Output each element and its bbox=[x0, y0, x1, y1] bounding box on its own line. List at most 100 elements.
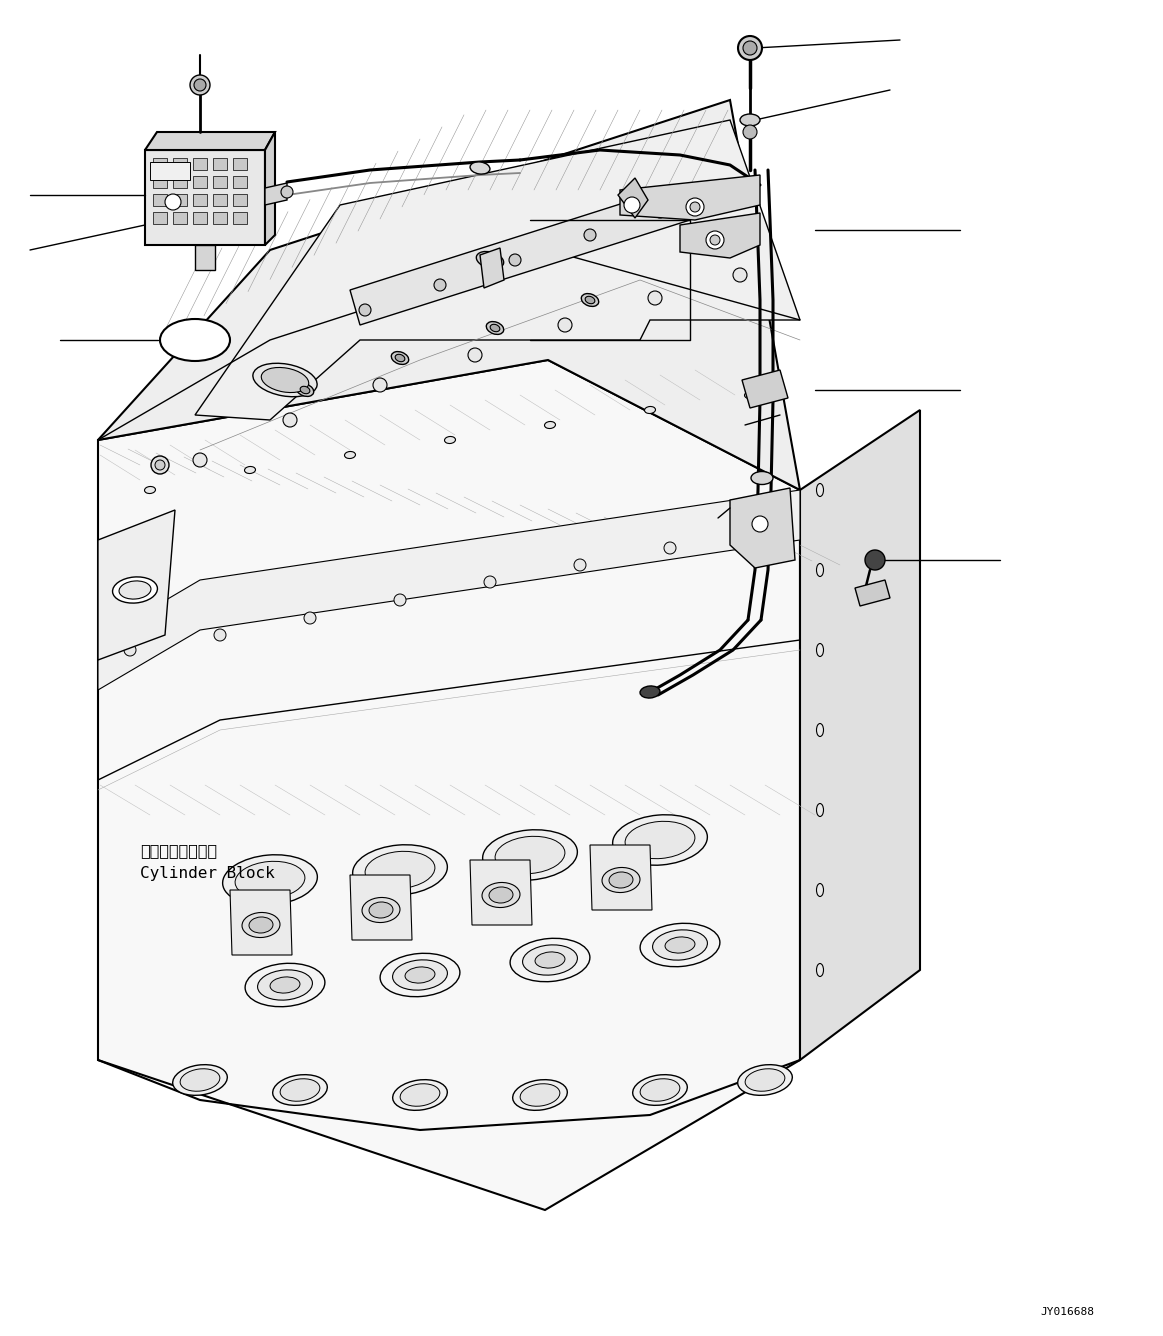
Ellipse shape bbox=[245, 963, 324, 1007]
Polygon shape bbox=[680, 212, 759, 258]
Polygon shape bbox=[213, 194, 227, 206]
Polygon shape bbox=[350, 184, 690, 325]
Ellipse shape bbox=[483, 830, 577, 880]
Polygon shape bbox=[193, 194, 207, 206]
Circle shape bbox=[434, 279, 445, 291]
Ellipse shape bbox=[470, 162, 490, 174]
Ellipse shape bbox=[486, 322, 504, 334]
Polygon shape bbox=[98, 100, 800, 490]
Ellipse shape bbox=[160, 319, 230, 361]
Ellipse shape bbox=[609, 872, 633, 888]
Ellipse shape bbox=[633, 1074, 687, 1105]
Ellipse shape bbox=[665, 937, 695, 953]
Polygon shape bbox=[233, 194, 247, 206]
Polygon shape bbox=[233, 176, 247, 188]
Ellipse shape bbox=[816, 963, 823, 977]
Polygon shape bbox=[350, 875, 412, 941]
Polygon shape bbox=[150, 162, 190, 180]
Ellipse shape bbox=[393, 959, 448, 990]
Polygon shape bbox=[620, 175, 759, 220]
Circle shape bbox=[575, 558, 586, 570]
Ellipse shape bbox=[393, 1079, 448, 1110]
Circle shape bbox=[754, 526, 766, 538]
Ellipse shape bbox=[262, 367, 308, 393]
Polygon shape bbox=[195, 244, 215, 270]
Ellipse shape bbox=[344, 452, 356, 458]
Polygon shape bbox=[742, 370, 789, 407]
Ellipse shape bbox=[745, 1069, 785, 1092]
Ellipse shape bbox=[244, 466, 256, 473]
Circle shape bbox=[558, 318, 572, 333]
Ellipse shape bbox=[816, 803, 823, 816]
Polygon shape bbox=[193, 176, 207, 188]
Circle shape bbox=[664, 542, 676, 554]
Polygon shape bbox=[230, 890, 292, 955]
Polygon shape bbox=[154, 158, 167, 170]
Ellipse shape bbox=[235, 862, 305, 899]
Circle shape bbox=[194, 79, 206, 91]
Ellipse shape bbox=[535, 953, 565, 969]
Polygon shape bbox=[98, 510, 174, 660]
Polygon shape bbox=[800, 410, 920, 1059]
Polygon shape bbox=[154, 176, 167, 188]
Polygon shape bbox=[470, 860, 531, 925]
Circle shape bbox=[394, 595, 406, 607]
Polygon shape bbox=[480, 248, 504, 289]
Ellipse shape bbox=[513, 1079, 568, 1110]
Ellipse shape bbox=[405, 967, 435, 983]
Ellipse shape bbox=[544, 421, 556, 429]
Text: シリンダブロック: シリンダブロック bbox=[140, 843, 217, 858]
Ellipse shape bbox=[644, 406, 656, 414]
Polygon shape bbox=[618, 178, 648, 218]
Polygon shape bbox=[265, 132, 274, 244]
Ellipse shape bbox=[391, 351, 408, 365]
Circle shape bbox=[733, 269, 747, 282]
Ellipse shape bbox=[380, 954, 459, 997]
Ellipse shape bbox=[816, 883, 823, 896]
Polygon shape bbox=[730, 488, 795, 568]
Ellipse shape bbox=[511, 938, 590, 982]
Ellipse shape bbox=[816, 484, 823, 497]
Polygon shape bbox=[173, 176, 187, 188]
Circle shape bbox=[743, 41, 757, 55]
Circle shape bbox=[124, 644, 136, 656]
Text: Cylinder Block: Cylinder Block bbox=[140, 866, 274, 880]
Ellipse shape bbox=[252, 363, 317, 397]
Polygon shape bbox=[154, 194, 167, 206]
Circle shape bbox=[706, 231, 725, 248]
Polygon shape bbox=[193, 158, 207, 170]
Circle shape bbox=[509, 254, 521, 266]
Ellipse shape bbox=[495, 836, 565, 874]
Ellipse shape bbox=[751, 472, 773, 485]
Ellipse shape bbox=[582, 294, 599, 306]
Ellipse shape bbox=[490, 325, 500, 331]
Ellipse shape bbox=[522, 945, 577, 975]
Circle shape bbox=[304, 612, 316, 624]
Polygon shape bbox=[213, 176, 227, 188]
Circle shape bbox=[283, 413, 297, 428]
Circle shape bbox=[165, 194, 181, 210]
Ellipse shape bbox=[737, 1065, 792, 1096]
Circle shape bbox=[151, 456, 169, 474]
Ellipse shape bbox=[744, 391, 756, 398]
Ellipse shape bbox=[444, 437, 456, 444]
Ellipse shape bbox=[640, 1078, 680, 1101]
Circle shape bbox=[468, 347, 481, 362]
Circle shape bbox=[739, 36, 762, 60]
Ellipse shape bbox=[481, 883, 520, 907]
Ellipse shape bbox=[144, 486, 156, 493]
Polygon shape bbox=[193, 212, 207, 224]
Polygon shape bbox=[145, 150, 265, 244]
Circle shape bbox=[625, 196, 640, 212]
Ellipse shape bbox=[300, 386, 309, 394]
Circle shape bbox=[709, 235, 720, 244]
Polygon shape bbox=[213, 212, 227, 224]
Ellipse shape bbox=[400, 1083, 440, 1106]
Polygon shape bbox=[195, 120, 800, 420]
Circle shape bbox=[484, 576, 495, 588]
Text: JY016688: JY016688 bbox=[1040, 1307, 1094, 1317]
Circle shape bbox=[690, 202, 700, 212]
Polygon shape bbox=[590, 844, 652, 910]
Ellipse shape bbox=[352, 844, 448, 895]
Polygon shape bbox=[154, 212, 167, 224]
